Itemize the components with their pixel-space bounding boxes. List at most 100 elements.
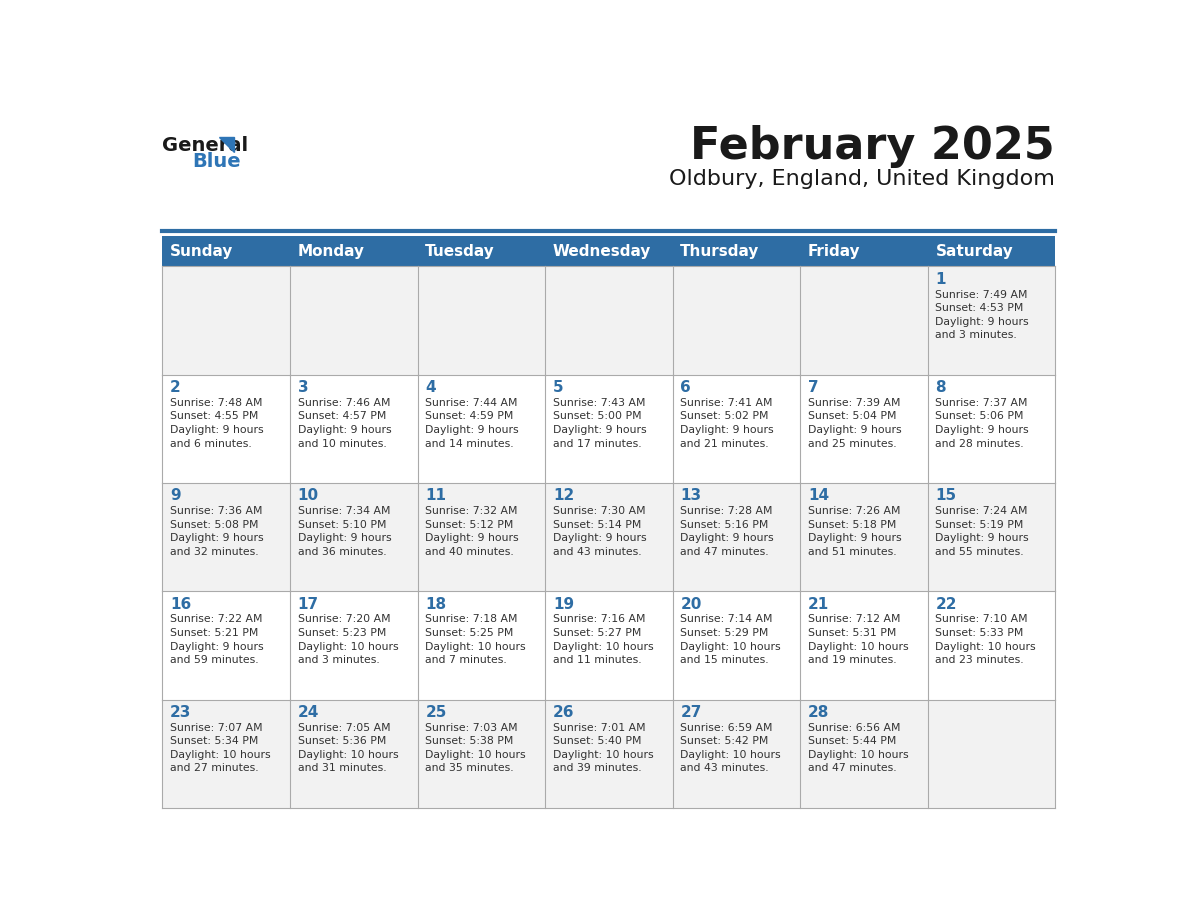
Text: Monday: Monday — [298, 243, 365, 259]
Text: Sunrise: 7:30 AM
Sunset: 5:14 PM
Daylight: 9 hours
and 43 minutes.: Sunrise: 7:30 AM Sunset: 5:14 PM Dayligh… — [552, 506, 646, 557]
Text: Sunrise: 7:24 AM
Sunset: 5:19 PM
Daylight: 9 hours
and 55 minutes.: Sunrise: 7:24 AM Sunset: 5:19 PM Dayligh… — [935, 506, 1029, 557]
Text: Sunrise: 7:03 AM
Sunset: 5:38 PM
Daylight: 10 hours
and 35 minutes.: Sunrise: 7:03 AM Sunset: 5:38 PM Dayligh… — [425, 722, 526, 774]
Text: Sunrise: 7:34 AM
Sunset: 5:10 PM
Daylight: 9 hours
and 36 minutes.: Sunrise: 7:34 AM Sunset: 5:10 PM Dayligh… — [298, 506, 391, 557]
Bar — [672, 700, 801, 808]
Text: Sunrise: 7:14 AM
Sunset: 5:29 PM
Daylight: 10 hours
and 15 minutes.: Sunrise: 7:14 AM Sunset: 5:29 PM Dayligh… — [681, 614, 781, 666]
Text: 24: 24 — [298, 705, 320, 720]
Text: 19: 19 — [552, 597, 574, 611]
Text: Sunrise: 7:41 AM
Sunset: 5:02 PM
Daylight: 9 hours
and 21 minutes.: Sunrise: 7:41 AM Sunset: 5:02 PM Dayligh… — [681, 397, 775, 449]
Bar — [672, 591, 801, 700]
Text: Sunrise: 7:18 AM
Sunset: 5:25 PM
Daylight: 10 hours
and 7 minutes.: Sunrise: 7:18 AM Sunset: 5:25 PM Dayligh… — [425, 614, 526, 666]
Bar — [928, 700, 1055, 808]
Text: February 2025: February 2025 — [690, 125, 1055, 168]
Bar — [163, 700, 290, 808]
Text: Sunrise: 6:59 AM
Sunset: 5:42 PM
Daylight: 10 hours
and 43 minutes.: Sunrise: 6:59 AM Sunset: 5:42 PM Dayligh… — [681, 722, 781, 774]
Text: Sunrise: 7:44 AM
Sunset: 4:59 PM
Daylight: 9 hours
and 14 minutes.: Sunrise: 7:44 AM Sunset: 4:59 PM Dayligh… — [425, 397, 519, 449]
Bar — [672, 375, 801, 483]
Text: 6: 6 — [681, 380, 691, 395]
Text: 18: 18 — [425, 597, 447, 611]
Text: Sunrise: 7:26 AM
Sunset: 5:18 PM
Daylight: 9 hours
and 51 minutes.: Sunrise: 7:26 AM Sunset: 5:18 PM Dayligh… — [808, 506, 902, 557]
Text: 2: 2 — [170, 380, 181, 395]
Text: Oldbury, England, United Kingdom: Oldbury, England, United Kingdom — [669, 170, 1055, 189]
Text: Tuesday: Tuesday — [425, 243, 495, 259]
Text: Thursday: Thursday — [681, 243, 760, 259]
Bar — [545, 483, 672, 591]
Text: Sunrise: 7:12 AM
Sunset: 5:31 PM
Daylight: 10 hours
and 19 minutes.: Sunrise: 7:12 AM Sunset: 5:31 PM Dayligh… — [808, 614, 909, 666]
Text: 25: 25 — [425, 705, 447, 720]
Text: Sunrise: 7:32 AM
Sunset: 5:12 PM
Daylight: 9 hours
and 40 minutes.: Sunrise: 7:32 AM Sunset: 5:12 PM Dayligh… — [425, 506, 519, 557]
Text: Saturday: Saturday — [935, 243, 1013, 259]
Bar — [417, 591, 545, 700]
Text: Sunrise: 7:28 AM
Sunset: 5:16 PM
Daylight: 9 hours
and 47 minutes.: Sunrise: 7:28 AM Sunset: 5:16 PM Dayligh… — [681, 506, 775, 557]
Text: 17: 17 — [298, 597, 318, 611]
Text: 7: 7 — [808, 380, 819, 395]
Bar — [417, 483, 545, 591]
Bar — [672, 266, 801, 375]
Bar — [417, 375, 545, 483]
Text: Blue: Blue — [192, 151, 240, 171]
Polygon shape — [220, 137, 234, 151]
Text: 10: 10 — [298, 488, 318, 503]
Text: 13: 13 — [681, 488, 701, 503]
Text: Sunrise: 7:43 AM
Sunset: 5:00 PM
Daylight: 9 hours
and 17 minutes.: Sunrise: 7:43 AM Sunset: 5:00 PM Dayligh… — [552, 397, 646, 449]
Bar — [801, 700, 928, 808]
Text: 23: 23 — [170, 705, 191, 720]
Text: 27: 27 — [681, 705, 702, 720]
Text: 28: 28 — [808, 705, 829, 720]
Bar — [163, 483, 290, 591]
Text: Sunrise: 7:16 AM
Sunset: 5:27 PM
Daylight: 10 hours
and 11 minutes.: Sunrise: 7:16 AM Sunset: 5:27 PM Dayligh… — [552, 614, 653, 666]
Text: Sunday: Sunday — [170, 243, 234, 259]
Bar — [290, 483, 417, 591]
Text: General: General — [163, 136, 248, 154]
Bar — [928, 483, 1055, 591]
Bar — [163, 236, 1055, 266]
Text: 21: 21 — [808, 597, 829, 611]
Text: 22: 22 — [935, 597, 958, 611]
Text: Sunrise: 7:07 AM
Sunset: 5:34 PM
Daylight: 10 hours
and 27 minutes.: Sunrise: 7:07 AM Sunset: 5:34 PM Dayligh… — [170, 722, 271, 774]
Text: Sunrise: 7:36 AM
Sunset: 5:08 PM
Daylight: 9 hours
and 32 minutes.: Sunrise: 7:36 AM Sunset: 5:08 PM Dayligh… — [170, 506, 264, 557]
Bar — [417, 700, 545, 808]
Text: 1: 1 — [935, 272, 946, 286]
Bar — [801, 591, 928, 700]
Text: Sunrise: 7:22 AM
Sunset: 5:21 PM
Daylight: 9 hours
and 59 minutes.: Sunrise: 7:22 AM Sunset: 5:21 PM Dayligh… — [170, 614, 264, 666]
Bar — [163, 266, 290, 375]
Bar — [545, 591, 672, 700]
Bar — [928, 591, 1055, 700]
Text: Sunrise: 7:39 AM
Sunset: 5:04 PM
Daylight: 9 hours
and 25 minutes.: Sunrise: 7:39 AM Sunset: 5:04 PM Dayligh… — [808, 397, 902, 449]
Bar — [417, 266, 545, 375]
Text: 9: 9 — [170, 488, 181, 503]
Bar — [290, 375, 417, 483]
Bar — [801, 483, 928, 591]
Bar — [672, 483, 801, 591]
Bar — [801, 375, 928, 483]
Bar — [163, 375, 290, 483]
Text: Sunrise: 7:10 AM
Sunset: 5:33 PM
Daylight: 10 hours
and 23 minutes.: Sunrise: 7:10 AM Sunset: 5:33 PM Dayligh… — [935, 614, 1036, 666]
Text: Friday: Friday — [808, 243, 860, 259]
Bar — [928, 375, 1055, 483]
Text: 16: 16 — [170, 597, 191, 611]
Text: Sunrise: 7:46 AM
Sunset: 4:57 PM
Daylight: 9 hours
and 10 minutes.: Sunrise: 7:46 AM Sunset: 4:57 PM Dayligh… — [298, 397, 391, 449]
Text: Sunrise: 7:49 AM
Sunset: 4:53 PM
Daylight: 9 hours
and 3 minutes.: Sunrise: 7:49 AM Sunset: 4:53 PM Dayligh… — [935, 289, 1029, 341]
Bar — [290, 266, 417, 375]
Text: 20: 20 — [681, 597, 702, 611]
Text: Sunrise: 6:56 AM
Sunset: 5:44 PM
Daylight: 10 hours
and 47 minutes.: Sunrise: 6:56 AM Sunset: 5:44 PM Dayligh… — [808, 722, 909, 774]
Text: Sunrise: 7:48 AM
Sunset: 4:55 PM
Daylight: 9 hours
and 6 minutes.: Sunrise: 7:48 AM Sunset: 4:55 PM Dayligh… — [170, 397, 264, 449]
Text: 5: 5 — [552, 380, 563, 395]
Text: 11: 11 — [425, 488, 447, 503]
Bar — [545, 700, 672, 808]
Bar — [928, 266, 1055, 375]
Text: 8: 8 — [935, 380, 946, 395]
Text: Sunrise: 7:05 AM
Sunset: 5:36 PM
Daylight: 10 hours
and 31 minutes.: Sunrise: 7:05 AM Sunset: 5:36 PM Dayligh… — [298, 722, 398, 774]
Text: Sunrise: 7:20 AM
Sunset: 5:23 PM
Daylight: 10 hours
and 3 minutes.: Sunrise: 7:20 AM Sunset: 5:23 PM Dayligh… — [298, 614, 398, 666]
Text: 12: 12 — [552, 488, 574, 503]
Text: 3: 3 — [298, 380, 309, 395]
Text: 26: 26 — [552, 705, 574, 720]
Bar — [290, 591, 417, 700]
Bar — [801, 266, 928, 375]
Bar — [545, 266, 672, 375]
Text: 14: 14 — [808, 488, 829, 503]
Text: Sunrise: 7:37 AM
Sunset: 5:06 PM
Daylight: 9 hours
and 28 minutes.: Sunrise: 7:37 AM Sunset: 5:06 PM Dayligh… — [935, 397, 1029, 449]
Text: Sunrise: 7:01 AM
Sunset: 5:40 PM
Daylight: 10 hours
and 39 minutes.: Sunrise: 7:01 AM Sunset: 5:40 PM Dayligh… — [552, 722, 653, 774]
Bar — [290, 700, 417, 808]
Text: Wednesday: Wednesday — [552, 243, 651, 259]
